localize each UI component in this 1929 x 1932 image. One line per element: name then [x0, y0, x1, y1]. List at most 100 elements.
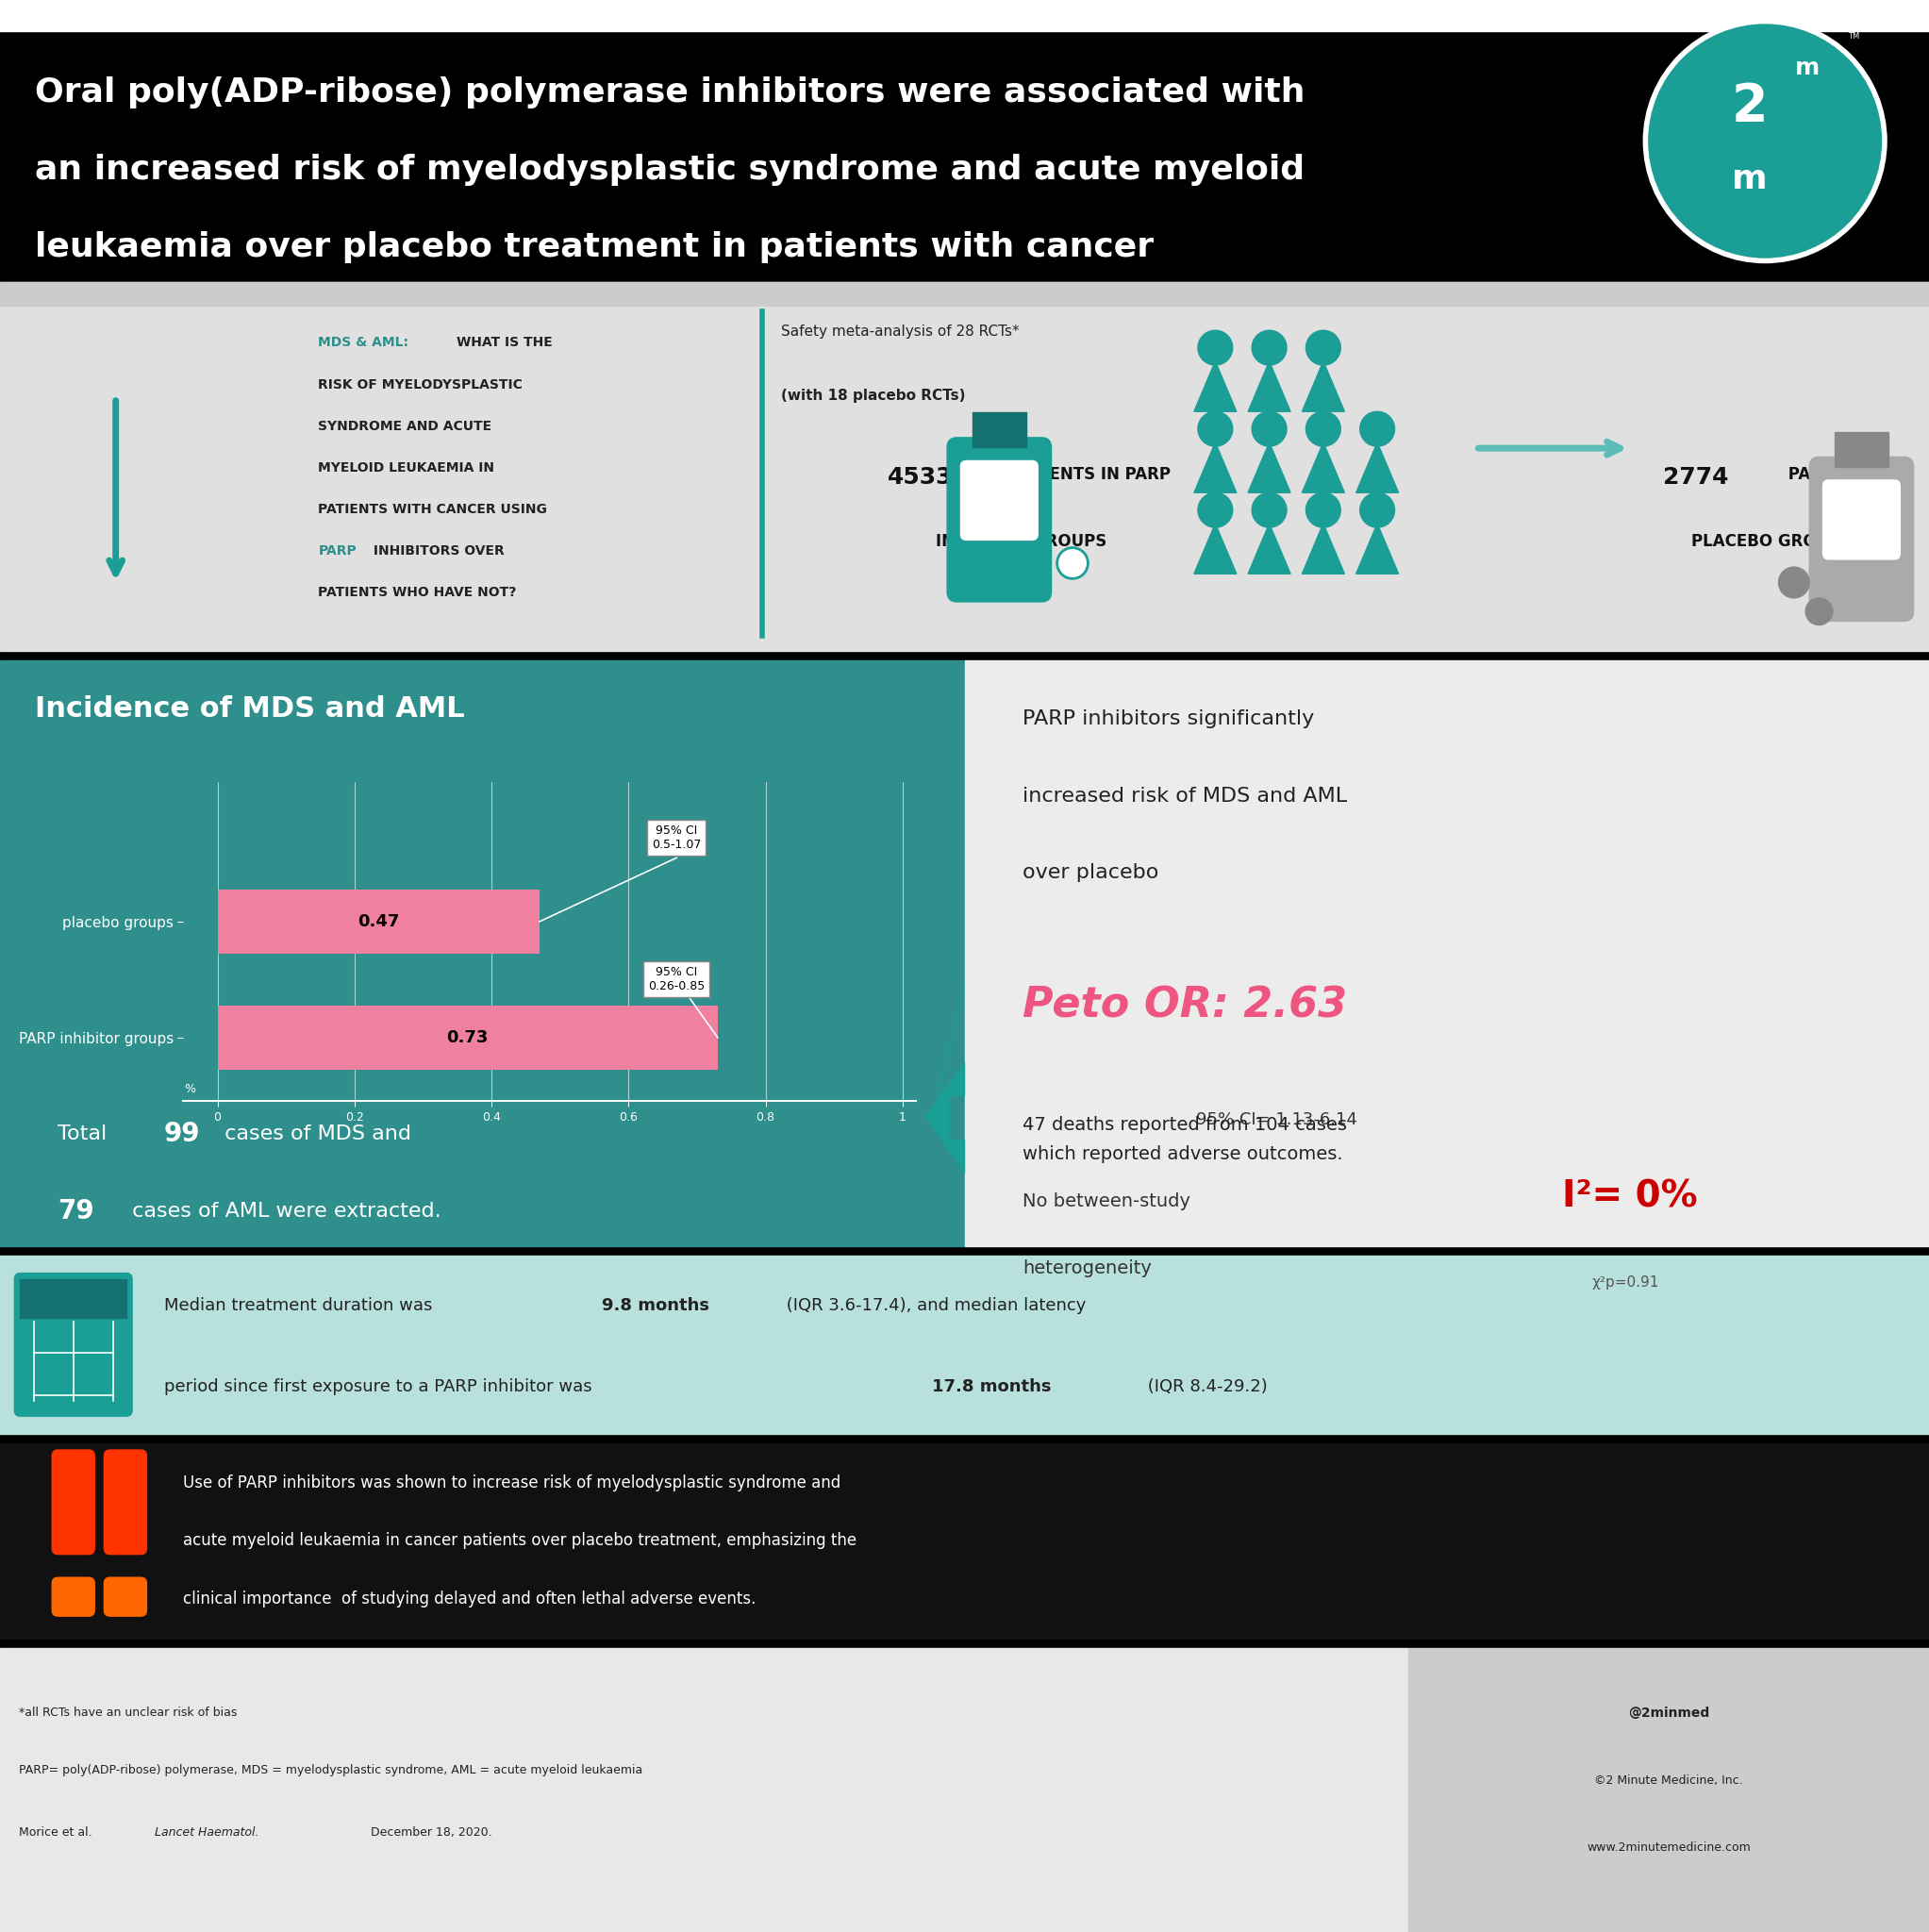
Text: over placebo: over placebo	[1022, 864, 1159, 883]
Bar	[218, 889, 540, 954]
Text: 17.8 months: 17.8 months	[932, 1379, 1051, 1395]
Text: Safety meta-analysis of 28 RCTs*: Safety meta-analysis of 28 RCTs*	[781, 325, 1020, 338]
Circle shape	[1306, 412, 1341, 446]
Text: @2minmed: @2minmed	[1628, 1706, 1709, 1719]
Bar	[0, 1648, 1408, 1932]
Bar	[0, 282, 1929, 651]
Polygon shape	[1194, 361, 1236, 412]
FancyBboxPatch shape	[104, 1449, 147, 1553]
Bar	[1408, 1648, 1929, 1932]
FancyBboxPatch shape	[52, 1577, 95, 1615]
Text: 95% CI= 1.13-6.14: 95% CI= 1.13-6.14	[1196, 1111, 1358, 1128]
Text: m: m	[1796, 56, 1819, 79]
Circle shape	[1198, 330, 1233, 365]
Text: RISK OF MYELODYSPLASTIC: RISK OF MYELODYSPLASTIC	[318, 379, 523, 390]
Text: Oral poly(ADP-ribose) polymerase inhibitors were associated with: Oral poly(ADP-ribose) polymerase inhibit…	[35, 77, 1304, 108]
Polygon shape	[1248, 442, 1291, 493]
Text: www.2minutemedicine.com: www.2minutemedicine.com	[1588, 1841, 1750, 1855]
Text: PATIENTS WHO HAVE NOT?: PATIENTS WHO HAVE NOT?	[318, 585, 517, 599]
Polygon shape	[1248, 361, 1291, 412]
FancyBboxPatch shape	[947, 439, 1051, 603]
Text: TM: TM	[1848, 33, 1860, 41]
Bar	[964, 661, 1929, 1246]
FancyBboxPatch shape	[14, 1273, 131, 1416]
FancyBboxPatch shape	[961, 462, 1038, 541]
Text: heterogeneity: heterogeneity	[1022, 1260, 1152, 1277]
Text: WHAT IS THE: WHAT IS THE	[455, 336, 552, 350]
Text: PARP= poly(ADP-ribose) polymerase, MDS = myelodysplastic syndrome, AML = acute m: PARP= poly(ADP-ribose) polymerase, MDS =…	[19, 1764, 642, 1777]
Text: Morice et al.: Morice et al.	[19, 1826, 96, 1839]
Text: (with 18 placebo RCTs): (with 18 placebo RCTs)	[781, 388, 966, 402]
Text: Peto OR: 2.63: Peto OR: 2.63	[1022, 985, 1346, 1026]
Circle shape	[1806, 599, 1833, 626]
Circle shape	[1360, 412, 1395, 446]
Text: Incidence of MDS and AML: Incidence of MDS and AML	[35, 696, 465, 723]
Bar	[0, 0, 1929, 282]
Bar	[218, 1007, 718, 1070]
Polygon shape	[1248, 524, 1291, 574]
Circle shape	[1252, 412, 1287, 446]
Bar	[0, 0, 1929, 31]
Text: 79: 79	[58, 1198, 95, 1225]
Text: 0.73: 0.73	[448, 1030, 488, 1045]
Text: period since first exposure to a PARP inhibitor was: period since first exposure to a PARP in…	[164, 1379, 598, 1395]
Text: INHIBITOR GROUPS: INHIBITOR GROUPS	[936, 533, 1107, 551]
Text: MDS & AML:: MDS & AML:	[318, 336, 413, 350]
Text: m: m	[1732, 164, 1767, 195]
Text: SYNDROME AND ACUTE: SYNDROME AND ACUTE	[318, 419, 492, 433]
Text: ©2 Minute Medicine, Inc.: ©2 Minute Medicine, Inc.	[1593, 1774, 1744, 1787]
Text: (IQR 8.4-29.2): (IQR 8.4-29.2)	[1142, 1379, 1267, 1395]
Polygon shape	[1194, 442, 1236, 493]
Text: cases of AML were extracted.: cases of AML were extracted.	[125, 1202, 442, 1221]
Bar	[19, 1279, 125, 1318]
Circle shape	[1198, 493, 1233, 527]
Text: PARP inhibitors significantly: PARP inhibitors significantly	[1022, 709, 1314, 728]
Polygon shape	[1356, 524, 1399, 574]
Text: clinical importance  of studying delayed and often lethal adverse events.: clinical importance of studying delayed …	[183, 1590, 756, 1607]
Text: 4533: 4533	[887, 466, 953, 489]
Circle shape	[1198, 412, 1233, 446]
Text: 0.47: 0.47	[357, 914, 399, 929]
FancyBboxPatch shape	[104, 1577, 147, 1615]
Text: χ²p=0.91: χ²p=0.91	[1591, 1275, 1659, 1289]
Bar	[0, 1256, 1929, 1434]
Text: 2774: 2774	[1663, 466, 1728, 489]
Text: cases of MDS and: cases of MDS and	[218, 1124, 411, 1144]
Polygon shape	[1302, 524, 1345, 574]
Text: *all RCTs have an unclear risk of bias: *all RCTs have an unclear risk of bias	[19, 1706, 237, 1719]
Text: 95% CI
0.26-0.85: 95% CI 0.26-0.85	[648, 966, 704, 993]
Bar	[0, 661, 964, 1246]
Circle shape	[1306, 493, 1341, 527]
Circle shape	[1779, 568, 1809, 599]
Polygon shape	[1302, 361, 1345, 412]
Text: 2: 2	[1732, 81, 1767, 131]
Text: INHIBITORS OVER: INHIBITORS OVER	[368, 545, 503, 558]
Text: PATIENTS IN PARP: PATIENTS IN PARP	[1007, 466, 1171, 483]
Text: 47 deaths reported from 104 cases
which reported adverse outcomes.: 47 deaths reported from 104 cases which …	[1022, 1117, 1346, 1163]
Text: PATIENTS IN: PATIENTS IN	[1782, 466, 1896, 483]
Text: 99: 99	[164, 1121, 201, 1148]
Bar	[972, 413, 1026, 448]
Circle shape	[1057, 549, 1088, 580]
Circle shape	[1252, 330, 1287, 365]
Text: December 18, 2020.: December 18, 2020.	[367, 1826, 492, 1839]
Text: Lancet Haematol.: Lancet Haematol.	[154, 1826, 258, 1839]
Text: %: %	[185, 1084, 197, 1095]
Bar	[0, 282, 1929, 305]
Text: leukaemia over placebo treatment in patients with cancer: leukaemia over placebo treatment in pati…	[35, 232, 1154, 263]
FancyBboxPatch shape	[1823, 481, 1900, 560]
Text: Use of PARP inhibitors was shown to increase risk of myelodysplastic syndrome an: Use of PARP inhibitors was shown to incr…	[183, 1474, 841, 1492]
FancyBboxPatch shape	[1809, 458, 1914, 622]
Text: 95% CI
0.5-1.07: 95% CI 0.5-1.07	[652, 825, 702, 852]
FancyBboxPatch shape	[52, 1449, 95, 1553]
Text: PLACEBO GROUPS: PLACEBO GROUPS	[1692, 533, 1852, 551]
Bar	[0, 1443, 1929, 1638]
Text: acute myeloid leukaemia in cancer patients over placebo treatment, emphasizing t: acute myeloid leukaemia in cancer patien…	[183, 1532, 856, 1549]
Text: Total: Total	[58, 1124, 114, 1144]
Text: I²= 0%: I²= 0%	[1562, 1179, 1698, 1215]
Circle shape	[1645, 21, 1885, 261]
Bar	[1834, 433, 1888, 468]
Text: 9.8 months: 9.8 months	[602, 1298, 710, 1314]
Text: No between-study: No between-study	[1022, 1192, 1190, 1209]
Circle shape	[1252, 493, 1287, 527]
